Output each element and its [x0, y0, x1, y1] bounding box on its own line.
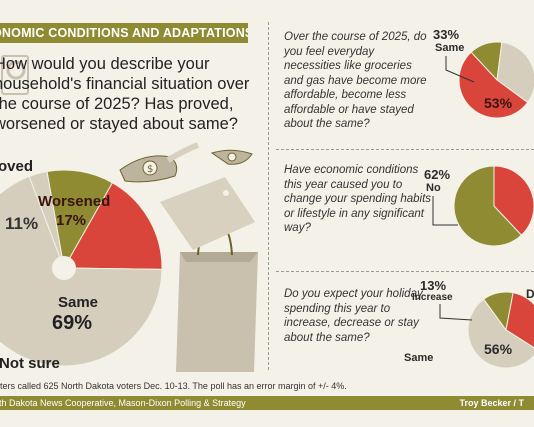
pie1-slice-same: [496, 41, 534, 104]
pie0-slice-not-sure: [28, 170, 65, 269]
pie2-leader-line: [432, 196, 458, 226]
pie0-slice-worsened: [63, 182, 163, 270]
credit-text: Troy Becker / T: [459, 398, 524, 408]
pie-label-not-sure: Not sure: [0, 355, 60, 372]
pie3-value-same: 56%: [484, 341, 513, 357]
methodology-note: ters called 625 North Dakota voters Dec.…: [0, 381, 347, 391]
question-spending-habits: Have economic conditions this year cause…: [284, 164, 432, 234]
question-holiday-spending: Do you expect your holiday spending this…: [284, 288, 423, 344]
footer-bar: rth Dakota News Cooperative, Mason-Dixon…: [0, 396, 534, 410]
pie3-value-increase: 13%: [420, 278, 447, 293]
dollar-bill-icon: [210, 149, 253, 165]
pie2-label-no: No: [426, 182, 441, 194]
pie-label-improved: oved: [0, 158, 34, 175]
dollar-bill-icon: $: [119, 142, 200, 183]
pie0-center-hole: [52, 256, 76, 280]
divider: [268, 22, 269, 370]
pie-label-same: Same: [58, 294, 99, 311]
pie1-value-less: 53%: [484, 95, 513, 111]
pie3-slice-same: [467, 298, 534, 369]
pie-value-worsened: 17%: [56, 212, 87, 229]
pie1-leader-line: [445, 56, 475, 83]
banner-title: ONOMIC CONDITIONS AND ADAPTATIONS: [0, 26, 248, 40]
pie3-leader-line: [439, 304, 473, 321]
pie-value-improved: 11%: [5, 214, 39, 233]
pie1-slice-less-affordable: [458, 51, 529, 119]
question-icon: [1, 55, 29, 95]
pie1-value-same: 33%: [433, 27, 460, 42]
divider: [276, 149, 534, 150]
shopping-bag-icon: [176, 220, 258, 372]
section-banner: ONOMIC CONDITIONS AND ADAPTATIONS: [0, 23, 248, 43]
question-affordability: Over the course of 2025, do you feel eve…: [284, 31, 427, 130]
main-question: How would you describe your household's …: [0, 55, 250, 133]
pie3-label-decrease: D: [526, 287, 534, 301]
svg-text:$: $: [147, 164, 153, 175]
pie2-value-no: 62%: [424, 167, 451, 182]
source-text: rth Dakota News Cooperative, Mason-Dixon…: [0, 398, 246, 408]
pie3-label-increase: Increase: [412, 292, 453, 303]
pie3-label-same: Same: [404, 352, 434, 364]
pie-value-same: 69%: [52, 312, 93, 334]
pie1-label-same: Same: [435, 42, 465, 54]
pie2-slice-yes: [493, 165, 534, 236]
pie0-slice-improved: [46, 169, 114, 270]
divider: [276, 271, 534, 272]
pie2-slice-no: [453, 165, 523, 247]
pie-label-worsened: Worsened: [38, 193, 111, 210]
pie0-slice-same: [0, 175, 163, 367]
price-tag-icon: [160, 177, 255, 250]
